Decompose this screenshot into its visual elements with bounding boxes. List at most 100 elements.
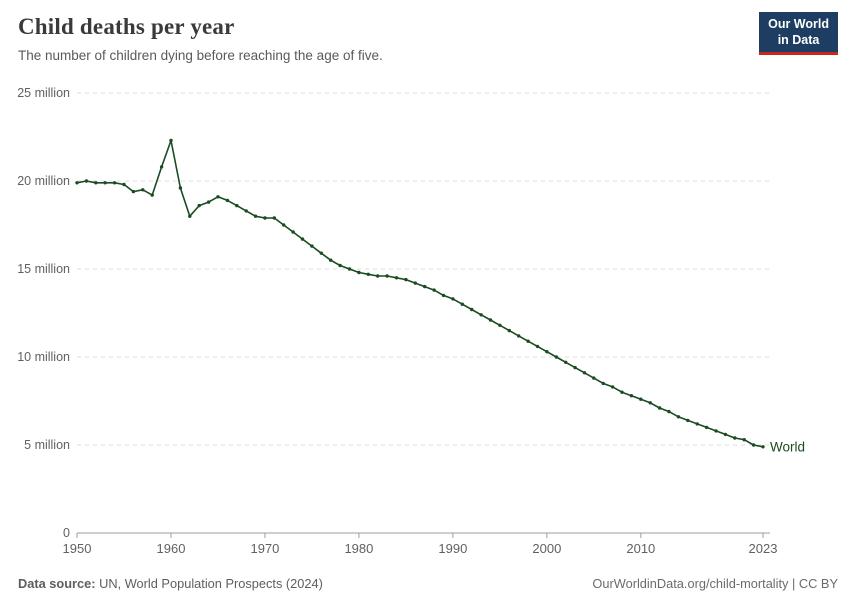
y-tick-label: 5 million	[24, 438, 70, 452]
data-point[interactable]	[376, 273, 380, 278]
y-tick-label: 15 million	[17, 262, 70, 276]
data-point[interactable]	[197, 203, 201, 207]
x-tick-label: 1980	[344, 541, 373, 556]
data-point[interactable]	[695, 421, 699, 426]
data-source-label: Data source:	[18, 576, 96, 591]
data-point[interactable]	[394, 275, 399, 280]
data-point[interactable]	[385, 273, 389, 278]
data-point[interactable]	[432, 288, 436, 292]
data-point[interactable]	[441, 293, 446, 297]
data-point[interactable]	[413, 281, 417, 285]
data-point[interactable]	[169, 138, 173, 142]
data-point[interactable]	[610, 384, 615, 389]
data-point[interactable]	[84, 178, 89, 183]
data-point[interactable]	[131, 189, 136, 193]
data-point[interactable]	[150, 193, 154, 197]
data-point[interactable]	[141, 187, 145, 192]
data-point[interactable]	[103, 180, 107, 185]
data-point[interactable]	[206, 200, 211, 204]
data-point[interactable]	[263, 215, 267, 220]
data-point[interactable]	[159, 164, 164, 169]
data-point[interactable]	[488, 317, 493, 322]
data-point[interactable]	[592, 376, 596, 380]
owid-logo-line1: Our World	[768, 17, 829, 31]
data-point[interactable]	[733, 435, 737, 440]
data-point[interactable]	[470, 307, 474, 311]
data-point[interactable]	[404, 277, 408, 281]
x-tick-label: 1970	[250, 541, 279, 556]
data-point[interactable]	[235, 203, 239, 207]
data-point[interactable]	[723, 432, 728, 436]
data-point[interactable]	[282, 222, 286, 227]
owid-logo[interactable]: Our World in Data	[759, 12, 838, 56]
data-point[interactable]	[178, 185, 183, 190]
data-point[interactable]	[423, 284, 427, 288]
line-chart: 0 5 million 10 million 15 million 20 million…	[17, 86, 805, 556]
series-label-world: World	[770, 439, 805, 454]
data-point[interactable]	[216, 194, 220, 199]
data-point[interactable]	[329, 258, 333, 262]
y-tick-label: 0	[63, 526, 70, 540]
data-point[interactable]	[554, 354, 558, 359]
data-point[interactable]	[657, 405, 662, 410]
y-tick-label: 20 million	[17, 174, 70, 188]
data-point[interactable]	[357, 270, 361, 274]
data-point[interactable]	[667, 409, 671, 413]
data-point[interactable]	[573, 365, 577, 369]
data-point[interactable]	[272, 215, 276, 220]
data-point[interactable]	[112, 180, 117, 185]
data-point[interactable]	[94, 180, 98, 185]
data-point[interactable]	[526, 339, 530, 343]
data-point[interactable]	[545, 349, 549, 354]
footer-credit-link[interactable]: OurWorldinData.org/child-mortality | CC …	[592, 576, 838, 591]
data-point[interactable]	[479, 312, 483, 317]
y-tick-label: 25 million	[17, 86, 70, 100]
data-point[interactable]	[338, 263, 342, 267]
data-point[interactable]	[517, 333, 521, 338]
data-point[interactable]	[761, 444, 765, 449]
data-point[interactable]	[507, 328, 511, 332]
data-point[interactable]	[751, 442, 756, 447]
data-point[interactable]	[686, 418, 690, 422]
owid-logo-line2: in Data	[777, 32, 820, 47]
x-tick-label: 1960	[157, 541, 186, 556]
data-point[interactable]	[648, 400, 652, 405]
data-point[interactable]	[310, 244, 314, 248]
data-source-value: UN, World Population Prospects (2024)	[99, 576, 323, 591]
data-point[interactable]	[225, 198, 230, 202]
data-point[interactable]	[451, 296, 455, 301]
data-point[interactable]	[319, 251, 323, 255]
data-point[interactable]	[291, 229, 295, 234]
data-point[interactable]	[460, 302, 464, 306]
data-point[interactable]	[188, 214, 192, 218]
x-tick-label: 1990	[438, 541, 467, 556]
data-point[interactable]	[629, 393, 634, 398]
data-point[interactable]	[347, 266, 352, 271]
data-point[interactable]	[676, 414, 681, 419]
data-point[interactable]	[639, 397, 643, 401]
data-point[interactable]	[601, 381, 605, 385]
data-point[interactable]	[535, 344, 540, 348]
page-title: Child deaths per year	[18, 14, 235, 39]
y-tick-label: 10 million	[17, 350, 70, 364]
data-point[interactable]	[75, 180, 79, 185]
data-point[interactable]	[582, 370, 587, 375]
chart-subtitle: The number of children dying before reac…	[18, 48, 383, 64]
x-tick-label: 2010	[626, 541, 655, 556]
data-source: Data source: UN, World Population Prospe…	[18, 576, 323, 591]
data-point[interactable]	[244, 208, 248, 213]
data-point[interactable]	[704, 425, 709, 429]
data-point[interactable]	[498, 323, 502, 327]
data-point[interactable]	[366, 272, 370, 276]
x-tick-label: 2000	[532, 541, 561, 556]
data-point[interactable]	[742, 437, 746, 442]
data-point[interactable]	[300, 237, 305, 241]
chart-footer: Data source: UN, World Population Prospe…	[18, 576, 838, 591]
x-tick-label: 1950	[63, 541, 92, 556]
data-point[interactable]	[564, 360, 568, 364]
data-point[interactable]	[620, 390, 624, 394]
data-point[interactable]	[253, 214, 258, 218]
data-point[interactable]	[122, 182, 126, 186]
data-point[interactable]	[714, 428, 718, 433]
